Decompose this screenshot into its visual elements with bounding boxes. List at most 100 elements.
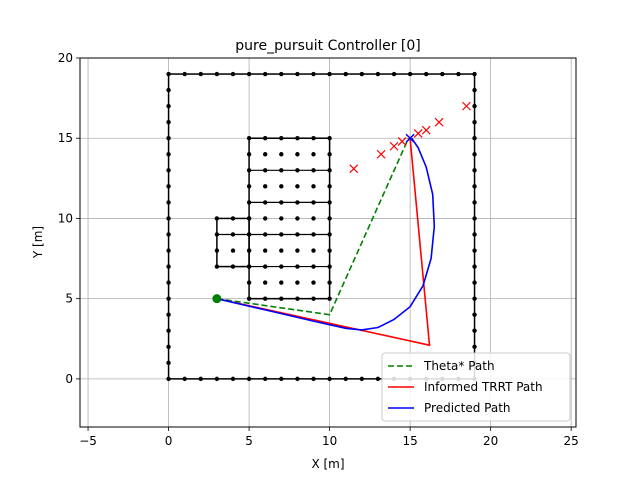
x-marker	[376, 149, 386, 159]
boundary-dot	[262, 376, 268, 382]
boundary-dot	[375, 71, 381, 77]
boundary-dot	[166, 168, 171, 173]
boundary-dot	[246, 376, 252, 382]
boundary-dot	[166, 103, 171, 109]
boundary-dot	[166, 376, 171, 382]
boundary-dot	[166, 328, 171, 333]
obstacle-dot	[311, 248, 316, 253]
obstacle-dot	[262, 184, 268, 189]
obstacle-dot	[327, 248, 332, 253]
axes-frame	[79, 57, 577, 428]
boundary-dot	[456, 71, 461, 77]
obstacle-dot	[327, 152, 332, 157]
x-marker	[434, 117, 444, 127]
boundary-dot	[472, 328, 477, 333]
series-line	[216, 137, 410, 316]
obstacle-dot	[230, 216, 236, 221]
boundary-dot	[198, 376, 203, 382]
marker-layer	[212, 101, 471, 304]
boundary-dot	[166, 248, 171, 253]
y-tick-label: 20	[58, 51, 73, 65]
obstacle-dot	[279, 184, 284, 189]
boundary-dot	[327, 71, 332, 77]
boundary-dot	[230, 376, 236, 382]
tick-layer: −5 0 5 10 15 20 25 0 5 10 15 20	[58, 51, 579, 448]
boundary-dot	[472, 280, 477, 285]
obstacle-dot	[246, 152, 252, 157]
y-tick-label: 0	[65, 372, 73, 386]
boundary-dot	[166, 184, 171, 189]
boundary-dot	[375, 376, 381, 382]
boundary-dot	[472, 103, 477, 109]
boundary-dot	[472, 296, 477, 301]
boundary-dot	[295, 71, 300, 77]
boundary-dot	[295, 376, 300, 382]
boundary-dot	[472, 152, 477, 157]
boundary-dot	[472, 119, 477, 125]
x-marker	[413, 128, 423, 138]
obstacle-dot	[311, 216, 316, 221]
obstacle-dot	[279, 216, 284, 221]
boundary-dot	[391, 71, 397, 77]
obstacle-dot	[311, 152, 316, 157]
boundary-dot	[214, 71, 220, 77]
boundary-dot	[166, 232, 171, 237]
x-marker	[462, 101, 471, 111]
boundary-dot	[246, 71, 252, 77]
boundary-dot	[166, 136, 171, 141]
heading-marker	[405, 133, 415, 143]
series-line	[216, 137, 436, 331]
boundary-dot	[424, 71, 429, 77]
obstacle-dot	[279, 248, 284, 253]
boundary-dot	[182, 71, 187, 77]
boundary-dot	[279, 376, 284, 382]
boundary-dot	[166, 280, 171, 285]
boundary-dot	[327, 376, 332, 382]
boundary-dot	[407, 71, 413, 77]
obstacle-dot	[262, 248, 268, 253]
y-tick-label: 10	[58, 211, 73, 225]
x-marker	[349, 164, 359, 174]
boundary-dot	[472, 71, 477, 77]
start-point	[212, 294, 222, 304]
y-axis-label: Y [m]	[31, 226, 45, 259]
boundary-dot	[343, 71, 348, 77]
outer-boundary-wall	[167, 73, 476, 380]
obstacle-dot	[230, 248, 236, 253]
boundary-dot	[343, 376, 348, 382]
obstacle-dot	[311, 184, 316, 189]
legend-box	[381, 352, 571, 422]
boundary-dot	[279, 71, 284, 77]
x-tick-label: 5	[245, 434, 253, 448]
x-axis-label: X [m]	[311, 457, 344, 471]
x-tick-label: −5	[79, 434, 97, 448]
boundary-dot	[472, 312, 477, 317]
boundary-dot	[472, 216, 477, 221]
obstacle-dot	[327, 216, 332, 221]
boundary-dot	[182, 376, 187, 382]
boundary-dot	[311, 376, 316, 382]
boundary-dot	[230, 71, 236, 77]
x-tick-label: 25	[564, 434, 579, 448]
legend: Theta* Path Informed TRRT Path Predicted P…	[381, 352, 571, 422]
obstacle-dot	[246, 248, 252, 253]
obstacle-dot	[295, 184, 300, 189]
obstacle-dot	[295, 216, 300, 221]
obstacle-dot	[246, 184, 252, 189]
boundary-dot	[472, 184, 477, 189]
boundary-dot	[262, 71, 268, 77]
obstacle-dot	[295, 152, 300, 157]
obstacle-dot	[311, 280, 316, 285]
legend-label: Theta* Path	[423, 359, 495, 373]
chart-title: pure_pursuit Controller [0]	[235, 38, 420, 54]
obstacle-dot	[246, 216, 252, 221]
boundary-dot	[198, 71, 203, 77]
boundary-dot	[166, 296, 171, 301]
y-tick-label: 5	[65, 292, 73, 306]
obstacle-dot	[214, 216, 220, 221]
obstacle-dot	[214, 248, 220, 253]
boundary-dot	[472, 87, 477, 93]
boundary-dot	[166, 360, 171, 366]
boundary-dot	[472, 248, 477, 253]
